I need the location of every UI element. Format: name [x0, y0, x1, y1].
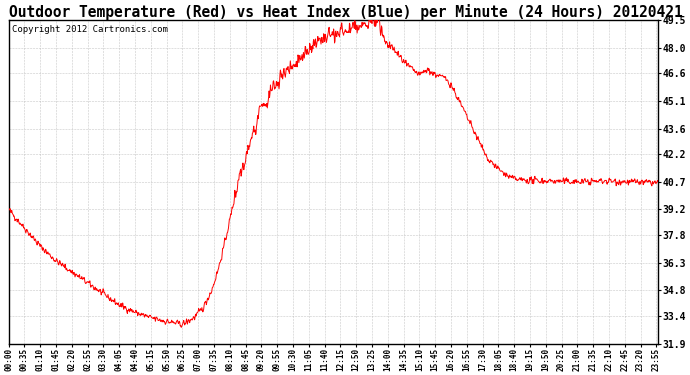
Text: Copyright 2012 Cartronics.com: Copyright 2012 Cartronics.com	[12, 25, 168, 34]
Text: Outdoor Temperature (Red) vs Heat Index (Blue) per Minute (24 Hours) 20120421: Outdoor Temperature (Red) vs Heat Index …	[9, 4, 682, 20]
